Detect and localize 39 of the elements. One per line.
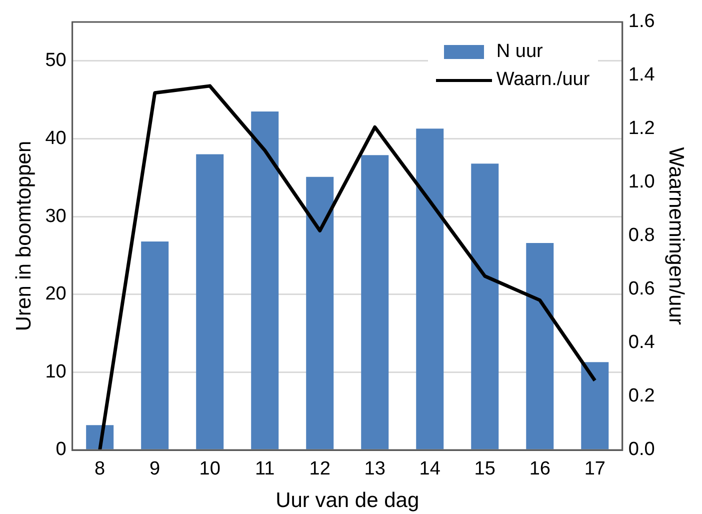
y-tick-label: 50 bbox=[45, 50, 66, 72]
y2-axis-title: Waarnemingen/uur bbox=[664, 147, 688, 325]
bar bbox=[471, 164, 499, 450]
x-tick-label: 11 bbox=[254, 458, 275, 480]
bar bbox=[251, 111, 279, 450]
y2-tick-label: 0.2 bbox=[628, 386, 655, 407]
y2-tick-label: 1.0 bbox=[628, 172, 655, 193]
y2-tick-label: 0.4 bbox=[628, 332, 656, 354]
bar bbox=[306, 176, 334, 450]
x-tick-label: 8 bbox=[94, 458, 106, 480]
y2-tick-label: 0.8 bbox=[628, 225, 655, 246]
legend-label: Waarn./uur bbox=[496, 69, 590, 91]
bar bbox=[196, 154, 224, 450]
y-tick-label: 20 bbox=[45, 284, 66, 305]
x-tick-label: 14 bbox=[419, 458, 441, 480]
x-tick-label: 13 bbox=[364, 458, 386, 480]
y-tick-label: 10 bbox=[45, 361, 66, 382]
x-tick-label: 9 bbox=[150, 458, 160, 480]
y2-tick-label: 1.6 bbox=[628, 11, 655, 32]
y2-tick-label: 1.4 bbox=[628, 64, 656, 86]
x-tick-label: 10 bbox=[199, 458, 220, 480]
bar bbox=[416, 128, 444, 450]
x-tick-label: 16 bbox=[529, 458, 550, 480]
x-tick-label: 12 bbox=[309, 458, 330, 480]
bar bbox=[526, 243, 554, 450]
y2-tick-label: 1.2 bbox=[628, 118, 655, 140]
y2-tick-label: 0.6 bbox=[628, 278, 655, 300]
y2-tick-label: 0.0 bbox=[628, 439, 655, 460]
y-tick-label: 30 bbox=[45, 206, 66, 227]
legend-label: N uur bbox=[496, 41, 543, 63]
bar bbox=[581, 362, 609, 450]
bar bbox=[361, 155, 389, 450]
x-tick-label: 15 bbox=[474, 458, 496, 480]
y-axis-title: Uren in boomtoppen bbox=[12, 140, 36, 332]
y-tick-label: 0 bbox=[56, 439, 66, 460]
x-tick-label: 17 bbox=[584, 458, 606, 480]
y-tick-label: 40 bbox=[45, 128, 66, 149]
bar bbox=[141, 241, 169, 450]
x-axis-title: Uur van de dag bbox=[276, 489, 420, 512]
